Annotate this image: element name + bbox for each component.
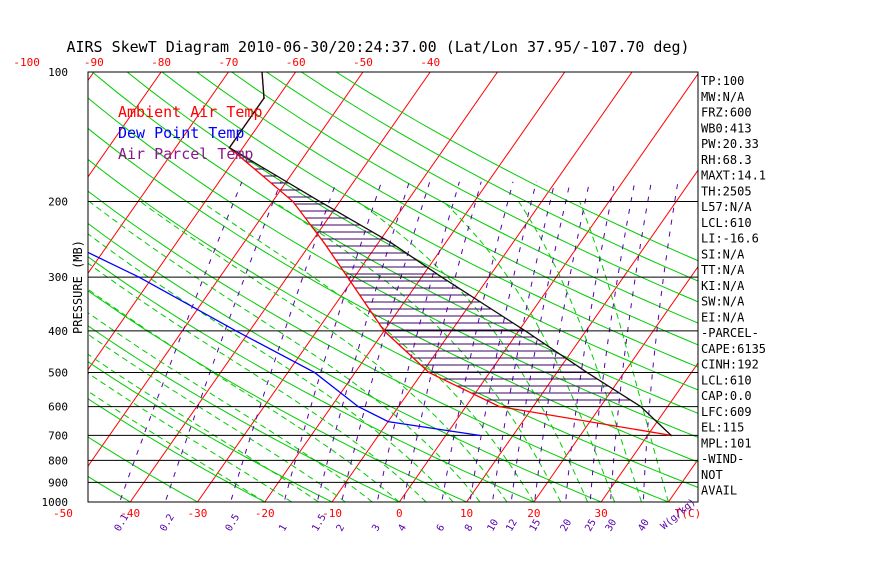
index-label: LCL:610: [701, 216, 752, 230]
index-label: WB0:413: [701, 121, 752, 135]
index-label: FRZ:600: [701, 106, 752, 120]
legend-item: Dew Point Temp: [118, 124, 244, 142]
index-label: TH:2505: [701, 184, 752, 198]
index-label: LCL:610: [701, 373, 752, 387]
bottom-temp-tick-label: 30: [594, 507, 607, 520]
pressure-tick-label: 300: [48, 271, 68, 284]
series-point: [383, 330, 385, 332]
legend: Ambient Air Temp Dew Point Temp Air Parcel…: [118, 103, 263, 163]
top-temp-tick-label: -80: [151, 56, 171, 69]
pressure-tick-label: 800: [48, 454, 68, 467]
index-label: MW:N/A: [701, 90, 745, 104]
index-label: NOT: [701, 468, 723, 482]
index-label: LFC:609: [701, 405, 752, 419]
series-point: [586, 372, 588, 374]
series-point: [640, 406, 642, 408]
series-point: [263, 97, 265, 99]
series-point: [314, 372, 316, 374]
bottom-temp-tick-label: -20: [255, 507, 275, 520]
pressure-tick-label: 700: [48, 429, 68, 442]
index-label: -PARCEL-: [701, 326, 759, 340]
top-temp-tick-label: -90: [84, 56, 104, 69]
pressure-tick-label: 400: [48, 325, 68, 338]
series-point: [387, 421, 389, 423]
pressure-tick-label: 100: [48, 66, 68, 79]
series-point: [670, 435, 672, 437]
pressure-tick-label: 500: [48, 367, 68, 380]
pressure-tick-label: 900: [48, 476, 68, 489]
top-temp-tick-label: -50: [353, 56, 373, 69]
index-label: EI:N/A: [701, 310, 745, 324]
index-label: MPL:101: [701, 436, 752, 450]
series-point: [391, 242, 393, 244]
index-label: TP:100: [701, 74, 744, 88]
index-label: L57:N/A: [701, 200, 752, 214]
index-label: LI:-16.6: [701, 232, 759, 246]
bottom-temp-tick-label: -30: [188, 507, 208, 520]
bottom-temp-tick-label: 10: [460, 507, 473, 520]
series-point: [319, 201, 321, 203]
series-point: [441, 276, 443, 278]
series-point: [347, 276, 349, 278]
index-label: TT:N/A: [701, 263, 745, 277]
index-label: MAXT:14.1: [701, 169, 766, 183]
index-label: CINH:192: [701, 358, 759, 372]
pressure-tick-label: 200: [48, 195, 68, 208]
index-label: RH:68.3: [701, 153, 752, 167]
y-axis-label: PRESSURE (MB): [71, 240, 85, 334]
index-label: CAP:0.0: [701, 389, 752, 403]
series-point: [428, 372, 430, 374]
series-point: [138, 276, 140, 278]
index-label: SI:N/A: [701, 247, 745, 261]
legend-item: Ambient Air Temp: [118, 103, 263, 121]
series-point: [292, 201, 294, 203]
series-point: [479, 435, 481, 437]
index-label: AVAIL: [701, 484, 737, 498]
legend-item: Air Parcel Temp: [118, 145, 253, 163]
index-label: EL:115: [701, 421, 744, 435]
index-label: SW:N/A: [701, 295, 745, 309]
top-temp-tick-label: -40: [420, 56, 440, 69]
top-temp-tick-label: -70: [218, 56, 238, 69]
chart-title: AIRS SkewT Diagram 2010-06-30/20:24:37.0…: [66, 38, 689, 56]
bottom-temp-tick-label: -50: [53, 507, 73, 520]
series-point: [499, 406, 501, 408]
top-temp-tick-label: -60: [286, 56, 306, 69]
index-label: CAPE:6135: [701, 342, 766, 356]
bottom-temp-tick-label: 0: [396, 507, 403, 520]
series-point: [525, 330, 527, 332]
index-label: KI:N/A: [701, 279, 745, 293]
series-point: [323, 242, 325, 244]
series-point: [357, 406, 359, 408]
index-label: PW:20.33: [701, 137, 759, 151]
index-label: -WIND-: [701, 452, 744, 466]
series-point: [235, 330, 237, 332]
top-temp-tick-label: -100: [13, 56, 40, 69]
pressure-tick-label: 600: [48, 401, 68, 414]
